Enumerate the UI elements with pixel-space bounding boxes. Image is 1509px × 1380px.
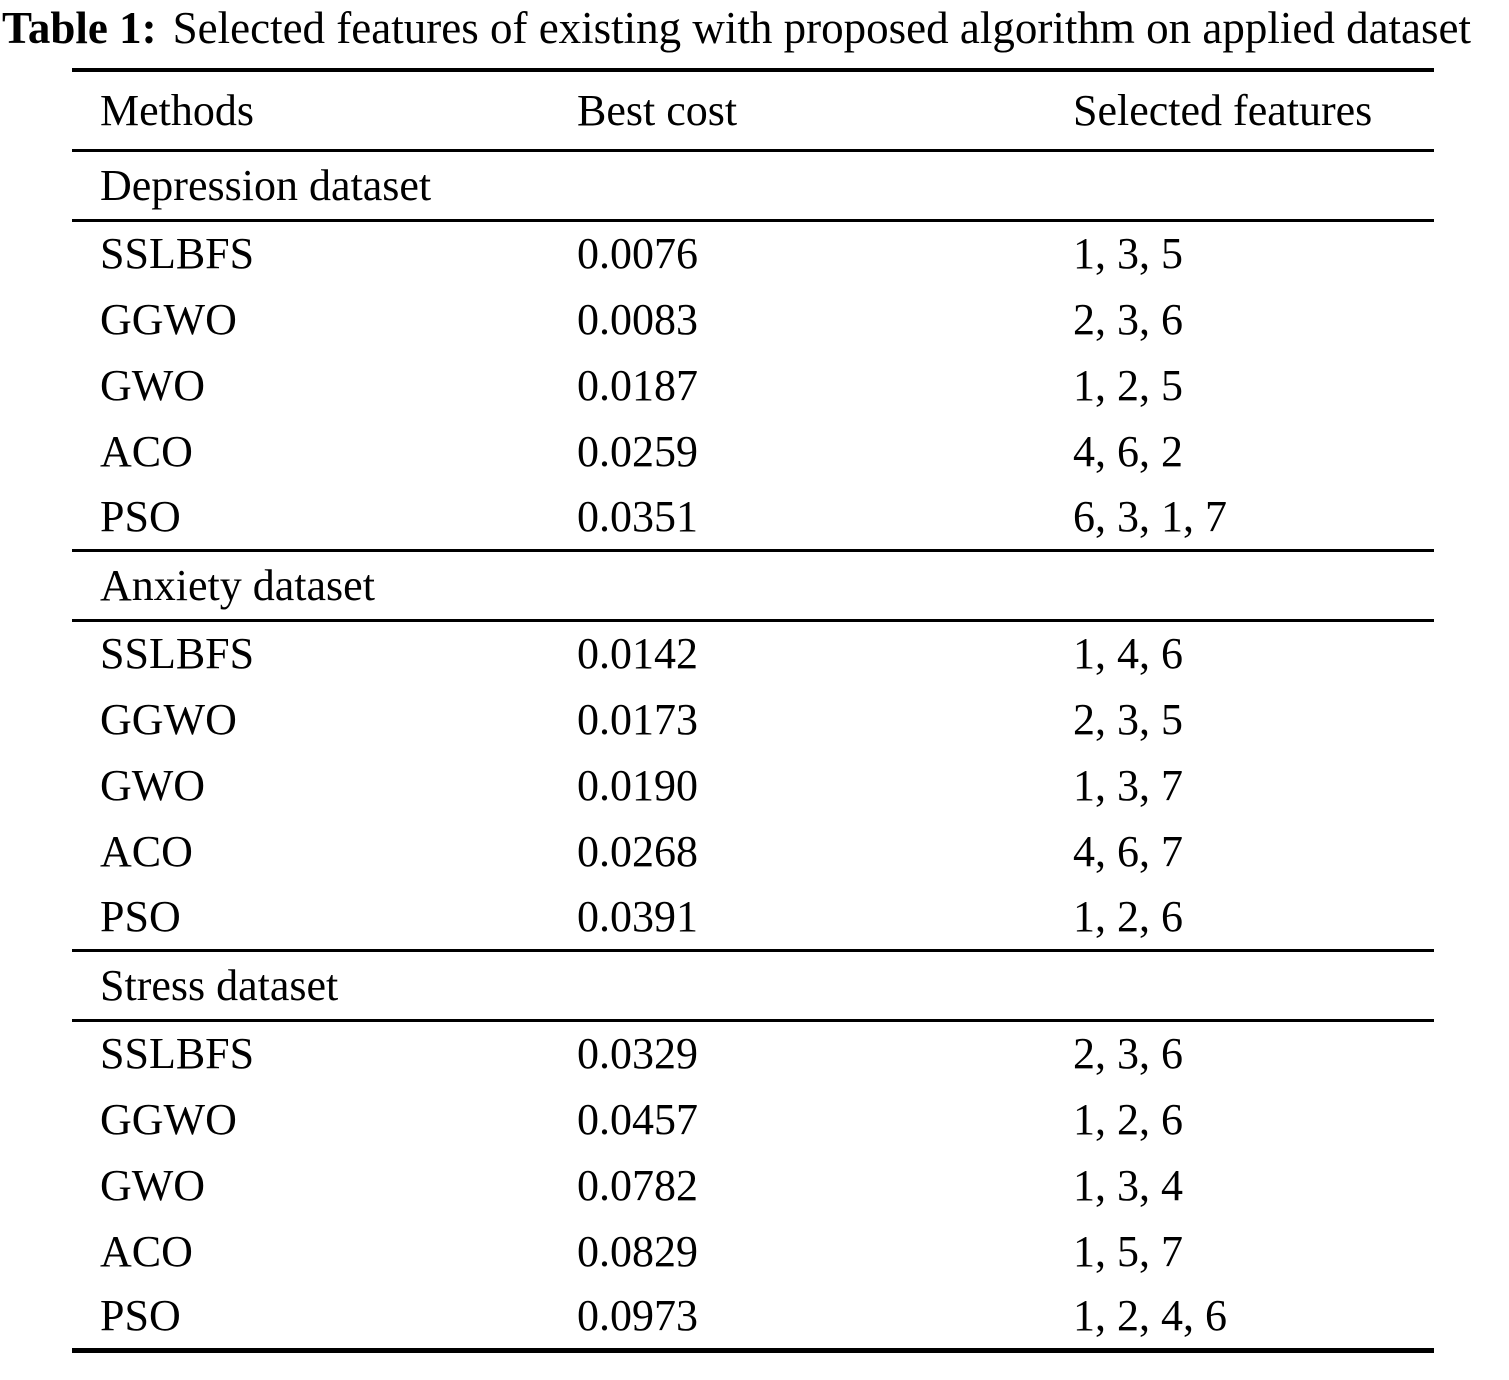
method-cell: PSO: [100, 891, 181, 941]
selected-features-cell: 4, 6, 7: [1073, 826, 1183, 876]
best-cost-cell: 0.0457: [577, 1094, 698, 1144]
best-cost-cell: 0.0329: [577, 1029, 698, 1079]
column-header-selected-features: Selected features: [1073, 85, 1373, 135]
table-row: GWO 0.0187 1, 2, 5: [72, 352, 1434, 418]
table-row: GGWO 0.0083 2, 3, 6: [72, 286, 1434, 352]
selected-features-cell: 2, 3, 6: [1073, 294, 1183, 344]
method-cell: GGWO: [100, 294, 237, 344]
best-cost-cell: 0.0142: [577, 629, 698, 679]
selected-features-cell: 1, 2, 5: [1073, 360, 1183, 410]
best-cost-cell: 0.0173: [577, 694, 698, 744]
selected-features-cell: 2, 3, 5: [1073, 694, 1183, 744]
best-cost-cell: 0.0829: [577, 1226, 698, 1276]
best-cost-cell: 0.0259: [577, 426, 698, 476]
table-header-row: Methods Best cost Selected features: [72, 70, 1434, 150]
table-row: PSO 0.0973 1, 2, 4, 6: [72, 1284, 1434, 1350]
table-row: SSLBFS 0.0076 1, 3, 5: [72, 220, 1434, 286]
method-cell: GWO: [100, 360, 206, 410]
table-row: PSO 0.0391 1, 2, 6: [72, 884, 1434, 950]
method-cell: ACO: [100, 826, 193, 876]
selected-features-cell: 1, 4, 6: [1073, 629, 1183, 679]
method-cell: PSO: [100, 1291, 181, 1341]
table-row: GWO 0.0190 1, 3, 7: [72, 752, 1434, 818]
selected-features-cell: 2, 3, 6: [1073, 1029, 1183, 1079]
best-cost-cell: 0.0076: [577, 229, 698, 279]
selected-features-cell: 1, 2, 6: [1073, 891, 1183, 941]
selected-features-cell: 1, 3, 5: [1073, 229, 1183, 279]
best-cost-cell: 0.0782: [577, 1160, 698, 1210]
section-header-stress: Stress dataset: [72, 950, 1434, 1020]
selected-features-table: Methods Best cost Selected features Depr…: [72, 68, 1434, 1353]
section-title: Anxiety dataset: [100, 560, 375, 610]
best-cost-cell: 0.0190: [577, 760, 698, 810]
best-cost-cell: 0.0391: [577, 891, 698, 941]
method-cell: SSLBFS: [100, 229, 255, 279]
column-header-best-cost: Best cost: [577, 85, 738, 135]
table-row: SSLBFS 0.0142 1, 4, 6: [72, 620, 1434, 686]
table-caption: Table 1: Selected features of existing wi…: [0, 0, 1509, 54]
method-cell: SSLBFS: [100, 629, 255, 679]
best-cost-cell: 0.0351: [577, 491, 698, 541]
method-cell: PSO: [100, 491, 181, 541]
table-row: GGWO 0.0173 2, 3, 5: [72, 686, 1434, 752]
table-row: GWO 0.0782 1, 3, 4: [72, 1152, 1434, 1218]
section-title: Depression dataset: [100, 160, 432, 210]
selected-features-cell: 6, 3, 1, 7: [1073, 491, 1227, 541]
selected-features-cell: 1, 3, 7: [1073, 760, 1183, 810]
best-cost-cell: 0.0083: [577, 294, 698, 344]
table-row: ACO 0.0259 4, 6, 2: [72, 418, 1434, 484]
table-row: ACO 0.0829 1, 5, 7: [72, 1218, 1434, 1284]
table-row: ACO 0.0268 4, 6, 7: [72, 818, 1434, 884]
selected-features-cell: 1, 2, 6: [1073, 1094, 1183, 1144]
table-row: PSO 0.0351 6, 3, 1, 7: [72, 484, 1434, 550]
table-row: SSLBFS 0.0329 2, 3, 6: [72, 1020, 1434, 1086]
table-caption-text: Selected features of existing with propo…: [172, 3, 1472, 53]
method-cell: GWO: [100, 760, 206, 810]
selected-features-cell: 4, 6, 2: [1073, 426, 1183, 476]
method-cell: ACO: [100, 1226, 193, 1276]
method-cell: GGWO: [100, 1094, 237, 1144]
method-cell: GWO: [100, 1160, 206, 1210]
column-header-methods: Methods: [100, 85, 254, 135]
best-cost-cell: 0.0973: [577, 1291, 698, 1341]
selected-features-cell: 1, 2, 4, 6: [1073, 1291, 1227, 1341]
selected-features-cell: 1, 3, 4: [1073, 1160, 1183, 1210]
method-cell: SSLBFS: [100, 1029, 255, 1079]
best-cost-cell: 0.0187: [577, 360, 698, 410]
selected-features-cell: 1, 5, 7: [1073, 1226, 1183, 1276]
method-cell: GGWO: [100, 694, 237, 744]
method-cell: ACO: [100, 426, 193, 476]
section-header-anxiety: Anxiety dataset: [72, 550, 1434, 620]
section-title: Stress dataset: [100, 960, 339, 1010]
best-cost-cell: 0.0268: [577, 826, 698, 876]
table-row: GGWO 0.0457 1, 2, 6: [72, 1086, 1434, 1152]
table-caption-label: Table 1:: [2, 3, 157, 53]
section-header-depression: Depression dataset: [72, 150, 1434, 220]
